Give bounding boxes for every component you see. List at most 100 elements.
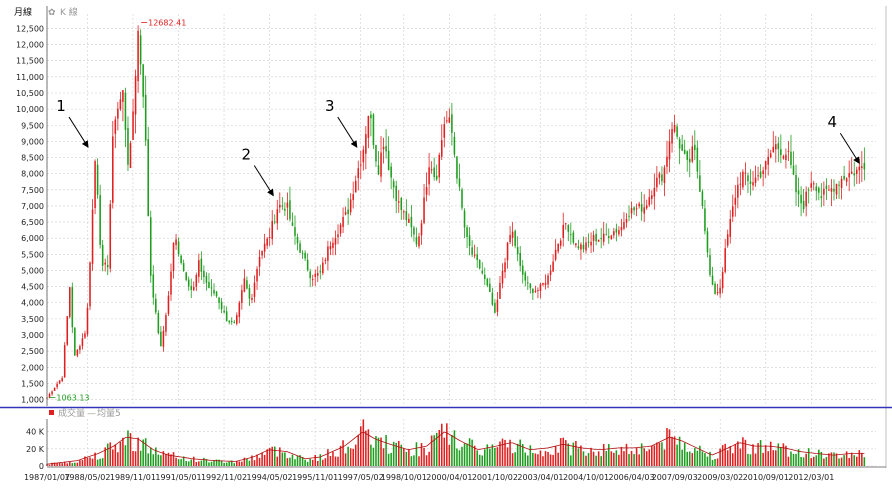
candle-body — [261, 250, 263, 256]
candle-body — [180, 255, 182, 263]
volume-bar — [139, 450, 142, 466]
candle-body — [663, 167, 666, 183]
candle-body — [74, 327, 76, 356]
candle-body — [532, 288, 534, 294]
candle-body — [780, 149, 782, 156]
volume-bar — [241, 461, 243, 466]
candle-body — [195, 274, 198, 287]
candle-body — [284, 208, 286, 211]
candle-body — [104, 262, 106, 265]
volume-bar — [605, 451, 608, 466]
candle-body — [266, 238, 268, 246]
volume-bar — [618, 454, 620, 466]
volume-bar — [843, 455, 845, 466]
volume-bar — [787, 456, 790, 466]
candle-body — [681, 144, 683, 151]
candle-body — [861, 166, 863, 168]
volume-bar — [200, 460, 203, 466]
volume-bar — [850, 452, 853, 466]
volume-bar — [726, 450, 729, 466]
kline-toggle-label[interactable]: K 線 — [60, 6, 78, 18]
volume-bar — [688, 451, 691, 466]
volume-bar — [243, 457, 246, 466]
candle-body — [405, 211, 408, 221]
candle-body — [835, 183, 838, 195]
candle-body — [210, 287, 213, 289]
candle-body — [132, 111, 134, 140]
volume-bar — [855, 456, 858, 466]
period-label[interactable]: 月線 — [14, 6, 32, 18]
volume-bar — [339, 445, 342, 466]
candle-body — [94, 161, 96, 209]
candle-body — [473, 254, 476, 256]
candle-body — [451, 114, 453, 133]
volume-bar — [182, 456, 185, 466]
volume-bar — [430, 435, 433, 466]
x-tick-label: 1998/10/01 — [381, 473, 427, 482]
candle-body — [271, 220, 274, 240]
candle-body — [273, 221, 276, 223]
volume-bar — [112, 449, 114, 466]
volume-bar — [863, 457, 866, 466]
candle-body — [76, 349, 79, 356]
candle-body — [415, 237, 418, 245]
volume-bar — [324, 458, 327, 466]
volume-bar — [651, 445, 653, 466]
candle-body — [256, 268, 258, 282]
volume-bar — [828, 453, 830, 466]
volume-bar — [74, 462, 76, 466]
candle-body — [575, 243, 577, 246]
volume-bar — [815, 455, 818, 466]
volume-bar — [380, 437, 382, 466]
volume-bar — [279, 447, 281, 466]
volume-bar — [223, 462, 225, 466]
volume-bar — [405, 451, 408, 466]
candle-body — [147, 139, 150, 217]
candle-body — [253, 282, 256, 297]
candle-body — [597, 239, 600, 242]
volume-bar — [590, 447, 592, 466]
candle-body — [438, 154, 441, 178]
candle-body — [124, 92, 127, 130]
candle-body — [160, 331, 162, 347]
candle-body — [592, 235, 595, 241]
candle-body — [106, 264, 109, 268]
volume-bar — [175, 457, 177, 466]
volume-bar — [694, 448, 696, 466]
volume-bar — [385, 435, 387, 466]
candle-body — [577, 246, 580, 249]
candle-body — [564, 223, 567, 225]
volume-bar — [165, 454, 167, 466]
volume-bar — [509, 439, 511, 466]
price-tick-label: 1,000 — [21, 396, 44, 405]
candle-body — [296, 236, 299, 244]
candle-body — [787, 150, 790, 152]
volume-bar — [94, 452, 96, 466]
candle-body — [236, 315, 238, 324]
candle-body — [112, 136, 114, 203]
candle-body — [709, 255, 711, 275]
candle-body — [587, 241, 590, 243]
candle-body — [122, 90, 124, 102]
volume-bar — [344, 453, 347, 466]
candle-body — [711, 275, 714, 285]
candle-body — [223, 310, 225, 313]
price-tick-label: 4,000 — [21, 299, 44, 308]
volume-bar — [453, 430, 456, 466]
volume-layer — [46, 419, 866, 466]
volume-bar — [554, 445, 557, 466]
candle-body — [775, 144, 777, 150]
price-tick-label: 5,000 — [21, 266, 44, 275]
gear-icon[interactable]: ✿ — [48, 8, 56, 18]
volume-bar — [53, 462, 56, 466]
volume-bar — [489, 448, 491, 466]
volume-bar — [716, 458, 719, 466]
volume-bar — [625, 443, 628, 466]
volume-bar — [101, 458, 104, 466]
candle-body — [339, 224, 342, 234]
volume-bar — [456, 448, 458, 466]
candle-body — [182, 263, 185, 271]
volume-bar — [71, 463, 74, 466]
volume-bar — [643, 448, 645, 466]
candle-body — [435, 175, 438, 180]
